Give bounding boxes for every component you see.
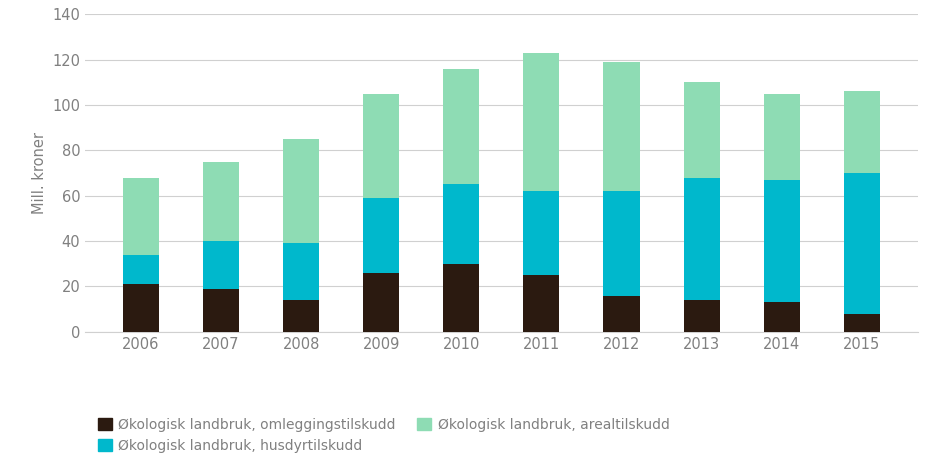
Bar bbox=[763, 180, 799, 302]
Bar bbox=[283, 300, 319, 332]
Bar bbox=[684, 178, 720, 300]
Bar bbox=[123, 178, 159, 255]
Bar bbox=[763, 94, 799, 180]
Bar bbox=[123, 255, 159, 284]
Bar bbox=[684, 82, 720, 178]
Bar bbox=[444, 69, 480, 184]
Bar bbox=[363, 198, 399, 273]
Legend: Økologisk landbruk, omleggingstilskudd, Økologisk landbruk, husdyrtilskudd, Økol: Økologisk landbruk, omleggingstilskudd, … bbox=[92, 412, 675, 458]
Bar bbox=[763, 302, 799, 332]
Bar bbox=[444, 264, 480, 332]
Bar bbox=[283, 139, 319, 243]
Bar bbox=[684, 300, 720, 332]
Bar bbox=[444, 184, 480, 264]
Bar bbox=[604, 191, 639, 295]
Bar bbox=[604, 62, 639, 191]
Bar bbox=[363, 94, 399, 198]
Bar bbox=[844, 173, 880, 314]
Bar bbox=[523, 275, 559, 332]
Bar bbox=[523, 53, 559, 191]
Bar bbox=[363, 273, 399, 332]
Bar bbox=[844, 314, 880, 332]
Bar bbox=[203, 241, 239, 289]
Bar bbox=[123, 284, 159, 332]
Bar bbox=[283, 243, 319, 300]
Bar bbox=[844, 91, 880, 173]
Bar bbox=[203, 162, 239, 241]
Bar bbox=[203, 289, 239, 332]
Bar bbox=[523, 191, 559, 275]
Bar bbox=[604, 295, 639, 332]
Y-axis label: Mill. kroner: Mill. kroner bbox=[32, 132, 46, 214]
